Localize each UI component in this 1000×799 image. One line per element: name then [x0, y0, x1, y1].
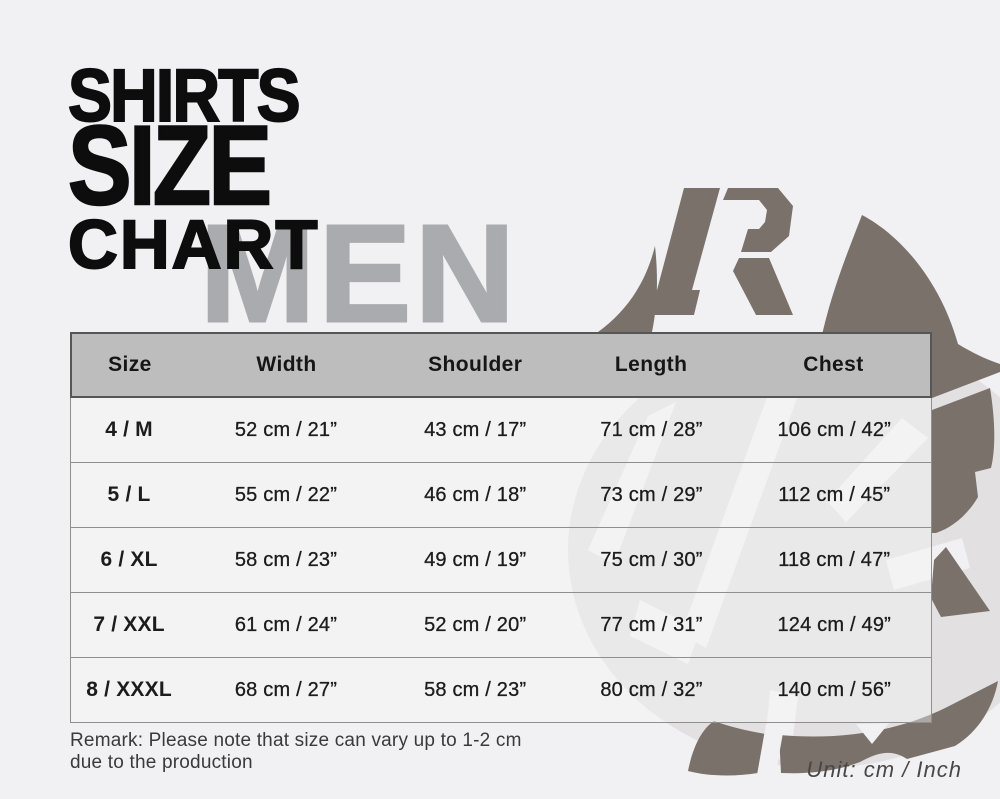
- emblem-dark-parts: [598, 188, 1000, 776]
- cell-length: 77 cm / 31”: [600, 613, 703, 636]
- emblem-disc-details: [588, 356, 970, 762]
- cell-width: 68 cm / 27”: [234, 678, 338, 701]
- wing-feather-2: [932, 388, 995, 533]
- table-row: 7 / XXL 61 cm / 24” 52 cm / 20” 77 cm / …: [71, 592, 931, 657]
- table-row: 4 / M 52 cm / 21” 43 cm / 17” 71 cm / 28…: [71, 398, 931, 462]
- title-line-size: SIZE: [67, 103, 273, 228]
- table-row: 5 / L 55 cm / 22” 46 cm / 18” 73 cm / 29…: [71, 462, 931, 527]
- emblem-tail-shape: [688, 721, 766, 776]
- table-row: 6 / XL 58 cm / 23” 49 cm / 19” 75 cm / 3…: [71, 527, 931, 592]
- remark-line-1: Remark: Please note that size can vary u…: [70, 730, 522, 751]
- cell-shoulder: 52 cm / 20”: [424, 613, 527, 636]
- emblem-rim-cuts: [757, 723, 889, 778]
- table-header-row: Size Width Shoulder Length Chest: [70, 332, 932, 398]
- title-line-chart: CHART: [67, 206, 320, 283]
- cell-size: 4 / M: [105, 418, 153, 441]
- column-header-shoulder: Shoulder: [428, 353, 523, 376]
- emblem-bottom-rim: [779, 681, 998, 774]
- cell-length: 75 cm / 30”: [600, 548, 703, 571]
- cell-length: 73 cm / 29”: [600, 483, 703, 506]
- cell-size: 6 / XL: [100, 548, 158, 571]
- cell-shoulder: 46 cm / 18”: [424, 483, 527, 506]
- cell-width: 58 cm / 23”: [234, 548, 338, 571]
- size-table: Size Width Shoulder Length Chest 4 / M 5…: [70, 332, 932, 723]
- cell-length: 71 cm / 28”: [600, 418, 703, 441]
- column-header-width: Width: [256, 353, 317, 376]
- column-header-size: Size: [108, 353, 152, 376]
- wing-feather-1: [932, 344, 1000, 398]
- remark-line-2: due to the production: [70, 752, 253, 773]
- remark-note: Remark: Please note that size can vary u…: [70, 730, 522, 774]
- cell-width: 61 cm / 24”: [234, 613, 338, 636]
- right-wing-shape: [820, 215, 958, 344]
- cell-chest: 112 cm / 45”: [778, 483, 891, 506]
- cell-chest: 118 cm / 47”: [778, 548, 891, 571]
- logo-letter-r: [642, 188, 793, 315]
- cell-size: 7 / XXL: [93, 613, 165, 636]
- cell-chest: 140 cm / 56”: [777, 678, 892, 701]
- cell-width: 55 cm / 22”: [234, 483, 338, 506]
- cell-size: 8 / XXXL: [86, 678, 172, 701]
- wing-feather-3: [931, 547, 990, 617]
- unit-note: Unit: cm / Inch: [806, 757, 962, 782]
- cell-shoulder: 49 cm / 19”: [424, 548, 527, 571]
- column-header-length: Length: [614, 353, 688, 376]
- cell-chest: 106 cm / 42”: [777, 418, 892, 441]
- cell-chest: 124 cm / 49”: [777, 613, 892, 636]
- table-body: 4 / M 52 cm / 21” 43 cm / 17” 71 cm / 28…: [70, 398, 932, 723]
- left-horn-shape: [598, 246, 657, 332]
- cell-size: 5 / L: [107, 483, 151, 506]
- title-line-shirts: SHIRTS: [67, 54, 301, 137]
- cell-shoulder: 43 cm / 17”: [424, 418, 527, 441]
- table-row: 8 / XXXL 68 cm / 27” 58 cm / 23” 80 cm /…: [71, 657, 931, 722]
- cell-shoulder: 58 cm / 23”: [424, 678, 527, 701]
- gender-watermark-text: MEN: [199, 197, 519, 351]
- column-header-chest: Chest: [803, 353, 864, 376]
- cell-width: 52 cm / 21”: [234, 418, 338, 441]
- cell-length: 80 cm / 32”: [600, 678, 703, 701]
